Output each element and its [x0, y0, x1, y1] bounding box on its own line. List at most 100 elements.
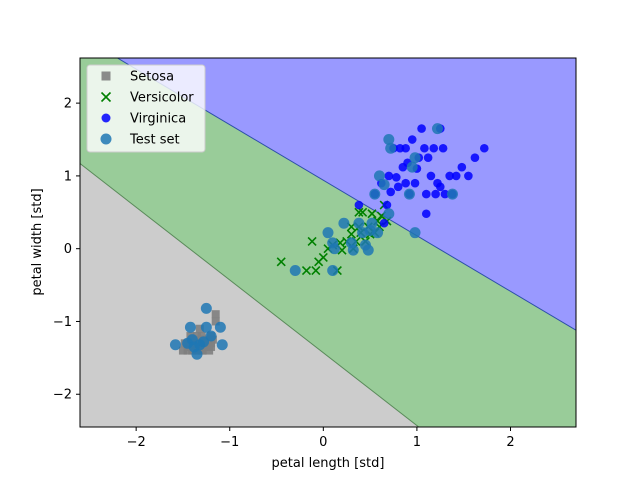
point-test-set [403, 188, 415, 200]
point-virginica [436, 182, 445, 192]
y-tick-label: 0 [64, 242, 72, 257]
legend-item-virginica: Virginica [101, 112, 186, 127]
point-virginica [431, 189, 440, 199]
legend-marker-test-set [100, 133, 112, 145]
point-test-set [289, 265, 301, 277]
point-virginica [464, 171, 473, 181]
point-test-set [338, 217, 350, 229]
legend-marker-virginica [101, 113, 111, 123]
point-virginica [407, 135, 417, 144]
legend-label-virginica: Virginica [130, 112, 186, 127]
point-test-set [385, 142, 397, 154]
point-test-set [329, 243, 341, 255]
point-virginica [479, 143, 489, 153]
point-test-set [378, 179, 390, 191]
point-setosa [195, 324, 204, 333]
point-test-set [184, 321, 196, 333]
y-tick-label: 2 [64, 97, 72, 112]
point-test-set [383, 208, 395, 220]
point-virginica [354, 200, 364, 210]
point-versicolor [318, 252, 328, 262]
point-versicolor [354, 207, 364, 217]
point-test-set [431, 123, 443, 135]
point-versicolor [346, 229, 356, 239]
point-test-set [372, 227, 384, 239]
point-setosa [211, 317, 220, 326]
legend: Setosa Versicolor Virginica Test set [86, 64, 206, 153]
point-test-set [205, 330, 217, 342]
legend-item-versicolor: Versicolor [100, 91, 194, 106]
plot-frame [79, 57, 577, 428]
point-versicolor [301, 265, 312, 276]
x-axis-ticks: −2 −1 0 1 2 [127, 427, 515, 450]
legend-item-test-set: Test set [100, 133, 180, 148]
point-virginica [451, 171, 461, 181]
point-virginica [423, 153, 433, 163]
point-test-set [216, 339, 228, 351]
x-tick-label: −1 [220, 435, 239, 450]
point-test-set [353, 217, 365, 229]
point-test-set [188, 341, 200, 353]
point-setosa [178, 346, 187, 355]
point-virginica [421, 189, 431, 199]
point-virginica [429, 143, 439, 153]
point-setosa [198, 346, 207, 355]
point-test-set [446, 188, 458, 200]
legend-label-versicolor: Versicolor [130, 91, 194, 106]
x-tick-label: 2 [506, 435, 514, 450]
point-virginica [382, 200, 392, 210]
data-points [169, 123, 489, 360]
legend-box [86, 64, 206, 153]
point-test-set [200, 321, 212, 333]
decision-regions [80, 58, 576, 427]
point-test-set [214, 321, 226, 333]
point-test-set [322, 227, 334, 239]
point-virginica [421, 209, 431, 219]
series-test-set [169, 123, 458, 360]
point-test-set [406, 161, 418, 173]
point-test-set [373, 170, 385, 182]
x-axis-label: petal length [std] [272, 456, 385, 471]
point-test-set [198, 336, 210, 348]
point-virginica [438, 143, 448, 153]
boundary-setosa-versicolor [80, 163, 420, 427]
legend-marker-versicolor [100, 91, 112, 103]
point-virginica [426, 171, 436, 181]
point-virginica [410, 178, 420, 188]
y-tick-label: −1 [53, 315, 72, 330]
point-test-set [327, 265, 339, 277]
point-virginica [379, 218, 389, 228]
y-tick-label: 1 [64, 169, 72, 184]
point-test-set [409, 227, 421, 239]
point-setosa [207, 342, 216, 351]
legend-item-setosa: Setosa [101, 70, 174, 85]
point-test-set [347, 244, 359, 256]
point-versicolor [358, 207, 368, 217]
y-axis-label: petal width [std] [30, 188, 45, 295]
point-virginica [445, 171, 454, 181]
x-tick-label: −2 [127, 435, 146, 450]
point-virginica [401, 143, 410, 153]
x-tick-label: 1 [413, 435, 421, 450]
point-virginica [386, 187, 396, 197]
point-virginica [457, 162, 467, 172]
point-virginica [401, 178, 410, 188]
point-test-set [409, 152, 421, 164]
point-virginica [392, 173, 401, 182]
point-virginica [420, 143, 429, 153]
x-tick-label: 0 [319, 435, 327, 450]
point-test-set [200, 302, 212, 314]
point-versicolor [367, 209, 377, 219]
point-virginica [384, 171, 394, 181]
legend-label-setosa: Setosa [130, 70, 174, 85]
point-test-set [362, 244, 374, 256]
point-virginica [470, 153, 480, 163]
point-test-set [369, 188, 381, 200]
y-axis-ticks: −2 −1 0 1 2 [53, 97, 80, 403]
legend-label-test-set: Test set [129, 133, 180, 148]
point-virginica [393, 182, 403, 192]
point-test-set [383, 134, 395, 146]
point-test-set [366, 217, 378, 229]
point-versicolor [276, 257, 286, 267]
